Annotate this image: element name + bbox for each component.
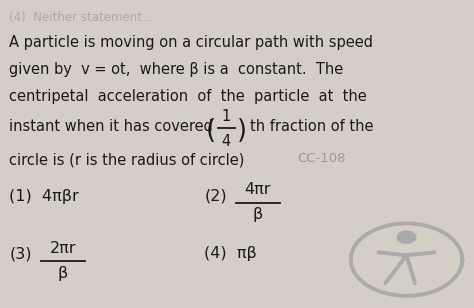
Text: given by  v = οt,  where β is a  constant.  The: given by v = οt, where β is a constant. …: [9, 62, 344, 77]
Text: β: β: [58, 266, 68, 281]
Text: (2): (2): [204, 189, 227, 204]
Text: 2πr: 2πr: [50, 241, 76, 256]
Text: (3): (3): [9, 246, 32, 261]
Text: 4: 4: [222, 134, 231, 149]
Text: (: (: [205, 118, 216, 144]
Text: 1: 1: [222, 109, 231, 124]
Text: CC-108: CC-108: [297, 152, 346, 165]
Polygon shape: [397, 231, 416, 243]
Text: A particle is moving on a circular path with speed: A particle is moving on a circular path …: [9, 35, 374, 50]
Text: circle is (r is the radius of circle): circle is (r is the radius of circle): [9, 152, 245, 168]
Text: (1)  4πβr: (1) 4πβr: [9, 189, 79, 204]
Text: 4πr: 4πr: [245, 182, 271, 197]
Text: centripetal  acceleration  of  the  particle  at  the: centripetal acceleration of the particle…: [9, 89, 367, 104]
Text: (4)  πβ: (4) πβ: [204, 246, 257, 261]
Text: instant when it has covered: instant when it has covered: [9, 119, 213, 134]
Text: (4)  Neither statement...: (4) Neither statement...: [9, 10, 154, 24]
Text: β: β: [253, 207, 263, 222]
Text: th fraction of the: th fraction of the: [250, 119, 374, 134]
Text: ): ): [237, 118, 247, 144]
